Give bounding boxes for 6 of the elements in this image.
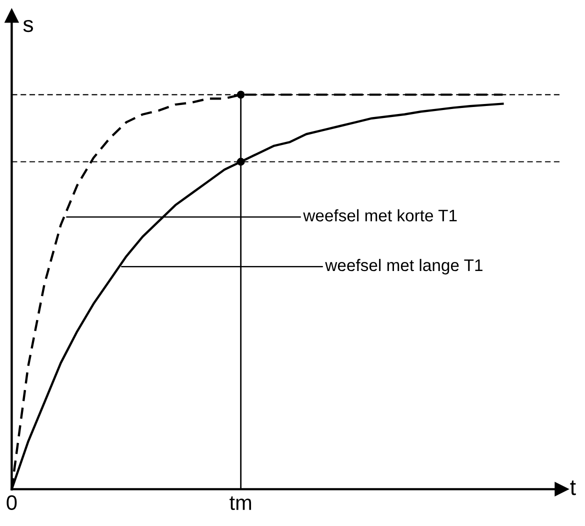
x-tick-label: tm [230,496,252,510]
annotation: weefsel met lange T1 [325,258,482,274]
x-axis-title: t [570,480,576,496]
x-tick-label: 0 [6,495,17,510]
y-axis-title: s [23,20,34,32]
annotation: weefsel met korte T1 [303,209,457,222]
